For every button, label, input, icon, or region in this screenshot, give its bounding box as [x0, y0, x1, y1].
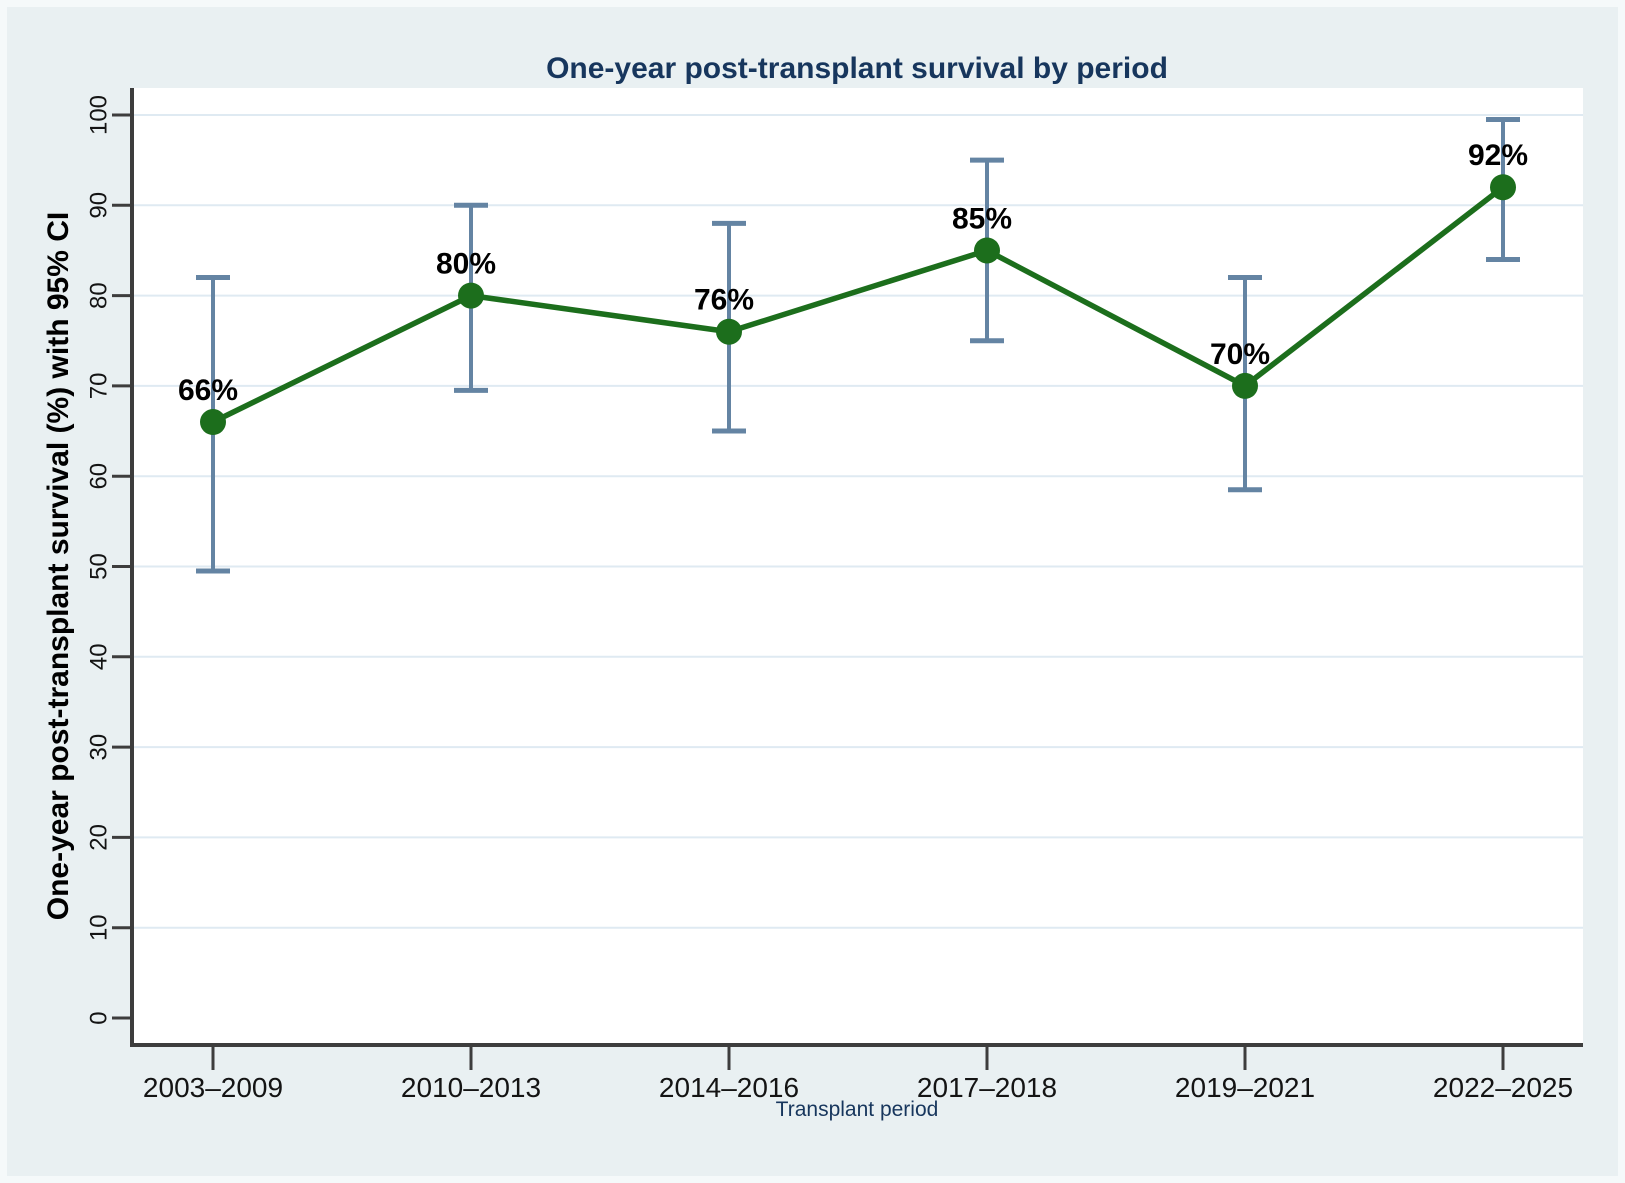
data-point-marker: [716, 318, 742, 345]
y-tick-label: 90: [85, 192, 112, 219]
chart-title: One-year post-transplant survival by per…: [546, 52, 1168, 85]
point-labels-layer: 66% 80% 76% 85% 70% 92%: [178, 139, 1528, 407]
data-points-layer: [200, 174, 1516, 436]
data-point-label: 80%: [436, 248, 496, 281]
y-tick-label: 100: [85, 95, 112, 135]
data-point-label: 85%: [952, 202, 1012, 235]
trend-line-layer: [211, 185, 1505, 425]
data-point-label: 70%: [1210, 338, 1270, 371]
y-tick-label: 80: [85, 282, 112, 309]
x-ticks-layer: 2003–2009 2010–2013 2014–2016 2017–2018 2019…: [143, 1045, 1573, 1103]
y-tick-label: 70: [85, 373, 112, 400]
data-point-label: 76%: [694, 284, 754, 317]
y-tick-label: 10: [85, 914, 112, 941]
data-point-marker: [458, 282, 484, 309]
gridlines-layer: [132, 114, 1583, 929]
data-point-label: 66%: [178, 374, 238, 407]
x-tick-label: 2019–2021: [1175, 1072, 1315, 1103]
x-axis-title: Transplant period: [776, 1098, 939, 1121]
y-tick-label: 20: [85, 824, 112, 851]
trend-line: [211, 185, 1505, 425]
data-point-label: 92%: [1468, 139, 1528, 172]
y-tick-label: 50: [85, 553, 112, 580]
x-tick-label: 2022–2025: [1433, 1072, 1573, 1103]
data-point-marker: [200, 409, 226, 436]
data-point-marker: [974, 237, 1000, 264]
y-ticks-layer: 0 10 20 30 40 50 60 70 80 90 100: [85, 95, 132, 1025]
x-tick-label: 2003–2009: [143, 1072, 283, 1103]
data-point-marker: [1232, 372, 1258, 399]
y-tick-label: 0: [85, 1011, 112, 1024]
y-tick-label: 60: [85, 463, 112, 490]
y-tick-label: 30: [85, 734, 112, 761]
y-axis-title: One-year post-transplant survival (%) wi…: [42, 212, 75, 921]
x-tick-label: 2010–2013: [401, 1072, 541, 1103]
data-point-marker: [1490, 174, 1516, 201]
x-tick-label: 2017–2018: [917, 1072, 1057, 1103]
y-tick-label: 40: [85, 643, 112, 670]
x-tick-label: 2014–2016: [659, 1072, 799, 1103]
